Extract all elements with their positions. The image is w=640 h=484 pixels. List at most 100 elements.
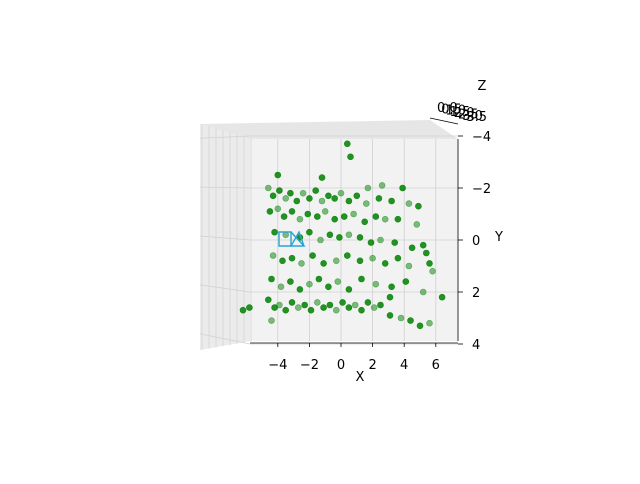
data-point [372, 280, 380, 288]
data-point [391, 239, 399, 246]
data-point [358, 306, 365, 314]
data-point [287, 278, 294, 285]
data-point [320, 304, 327, 311]
data-point [326, 301, 334, 309]
data-point [306, 280, 313, 288]
data-point [364, 299, 372, 306]
data-point [318, 197, 326, 205]
data-point [325, 283, 332, 291]
data-point [301, 301, 309, 309]
data-point [343, 140, 351, 148]
data-point [356, 234, 364, 241]
data-point [405, 200, 413, 207]
data-point [313, 299, 321, 306]
data-point [271, 228, 278, 236]
data-point [246, 304, 253, 311]
data-point [276, 187, 283, 194]
data-point [340, 213, 348, 220]
data-point [312, 187, 320, 194]
data-point [397, 314, 405, 322]
data-point [307, 306, 315, 314]
z-tick-label: 0.5 [441, 102, 462, 117]
data-point [356, 257, 364, 265]
y-tick-label: −4 [472, 130, 491, 145]
data-point [408, 244, 416, 252]
side-pane [200, 124, 250, 350]
data-point [315, 275, 323, 283]
data-point [239, 306, 247, 314]
data-point [282, 306, 290, 314]
data-point [377, 301, 384, 309]
scatter-points [239, 140, 446, 330]
data-point [394, 254, 402, 262]
data-point [381, 215, 389, 223]
y-tick-label: 4 [472, 338, 480, 353]
z-tick-label: 1.5 [450, 105, 471, 120]
data-point [274, 171, 282, 179]
data-point [317, 236, 324, 244]
side-grid-line [199, 235, 251, 241]
camera-frustum-marker [278, 230, 306, 247]
data-point [378, 182, 386, 189]
data-point [266, 208, 274, 215]
tick-labels: −4 −2 0 2 4 6 −4 −2 0 2 4 0.00.51.01.52.02.53.03.5 [268, 101, 491, 373]
data-point [288, 299, 296, 306]
z-tick-label: 3.5 [466, 110, 487, 125]
data-point [426, 319, 433, 327]
data-point [415, 202, 422, 210]
data-point [280, 213, 288, 220]
data-point [369, 254, 376, 262]
data-point [282, 195, 290, 202]
data-point [326, 231, 334, 239]
data-point [388, 197, 395, 205]
data-point [321, 208, 329, 215]
data-point [268, 317, 275, 324]
top-pane [200, 120, 458, 139]
y-tick-label: 0 [472, 234, 480, 249]
data-point [264, 184, 272, 192]
data-point [381, 260, 389, 267]
data-point [353, 192, 361, 200]
z-tick-label: 3.0 [462, 109, 483, 124]
data-point [287, 189, 294, 197]
data-point [277, 283, 285, 291]
data-point [298, 260, 305, 267]
data-point [422, 249, 430, 257]
z-tick-label: 2.0 [454, 106, 475, 121]
data-point [334, 278, 342, 285]
data-point [377, 236, 384, 244]
data-point [264, 296, 272, 304]
data-point [336, 234, 343, 241]
data-point [332, 257, 340, 265]
frustum-edges [289, 230, 306, 247]
data-point [339, 299, 346, 306]
data-point [364, 184, 372, 192]
data-point [337, 189, 345, 197]
side-grid-line [199, 333, 251, 345]
data-point [274, 205, 282, 213]
data-point [269, 252, 277, 259]
data-point [325, 192, 332, 200]
x-tick-label: −2 [300, 358, 319, 373]
data-point [426, 260, 433, 267]
data-point [438, 293, 446, 301]
x-axis-label: X [356, 370, 365, 385]
data-point [345, 231, 353, 239]
data-point [296, 215, 304, 223]
data-point [419, 241, 427, 249]
x-tick-label: 6 [432, 358, 440, 373]
data-point [345, 286, 353, 293]
data-point [405, 262, 413, 270]
data-point [309, 252, 316, 259]
data-point [276, 301, 283, 309]
data-point [304, 210, 312, 218]
data-point [343, 252, 351, 259]
x-tick-label: 2 [368, 358, 376, 373]
x-tick-label: 4 [400, 358, 408, 373]
data-point [268, 275, 275, 283]
data-point [372, 213, 380, 220]
y-tick-label: −2 [472, 182, 491, 197]
data-point [388, 283, 395, 291]
